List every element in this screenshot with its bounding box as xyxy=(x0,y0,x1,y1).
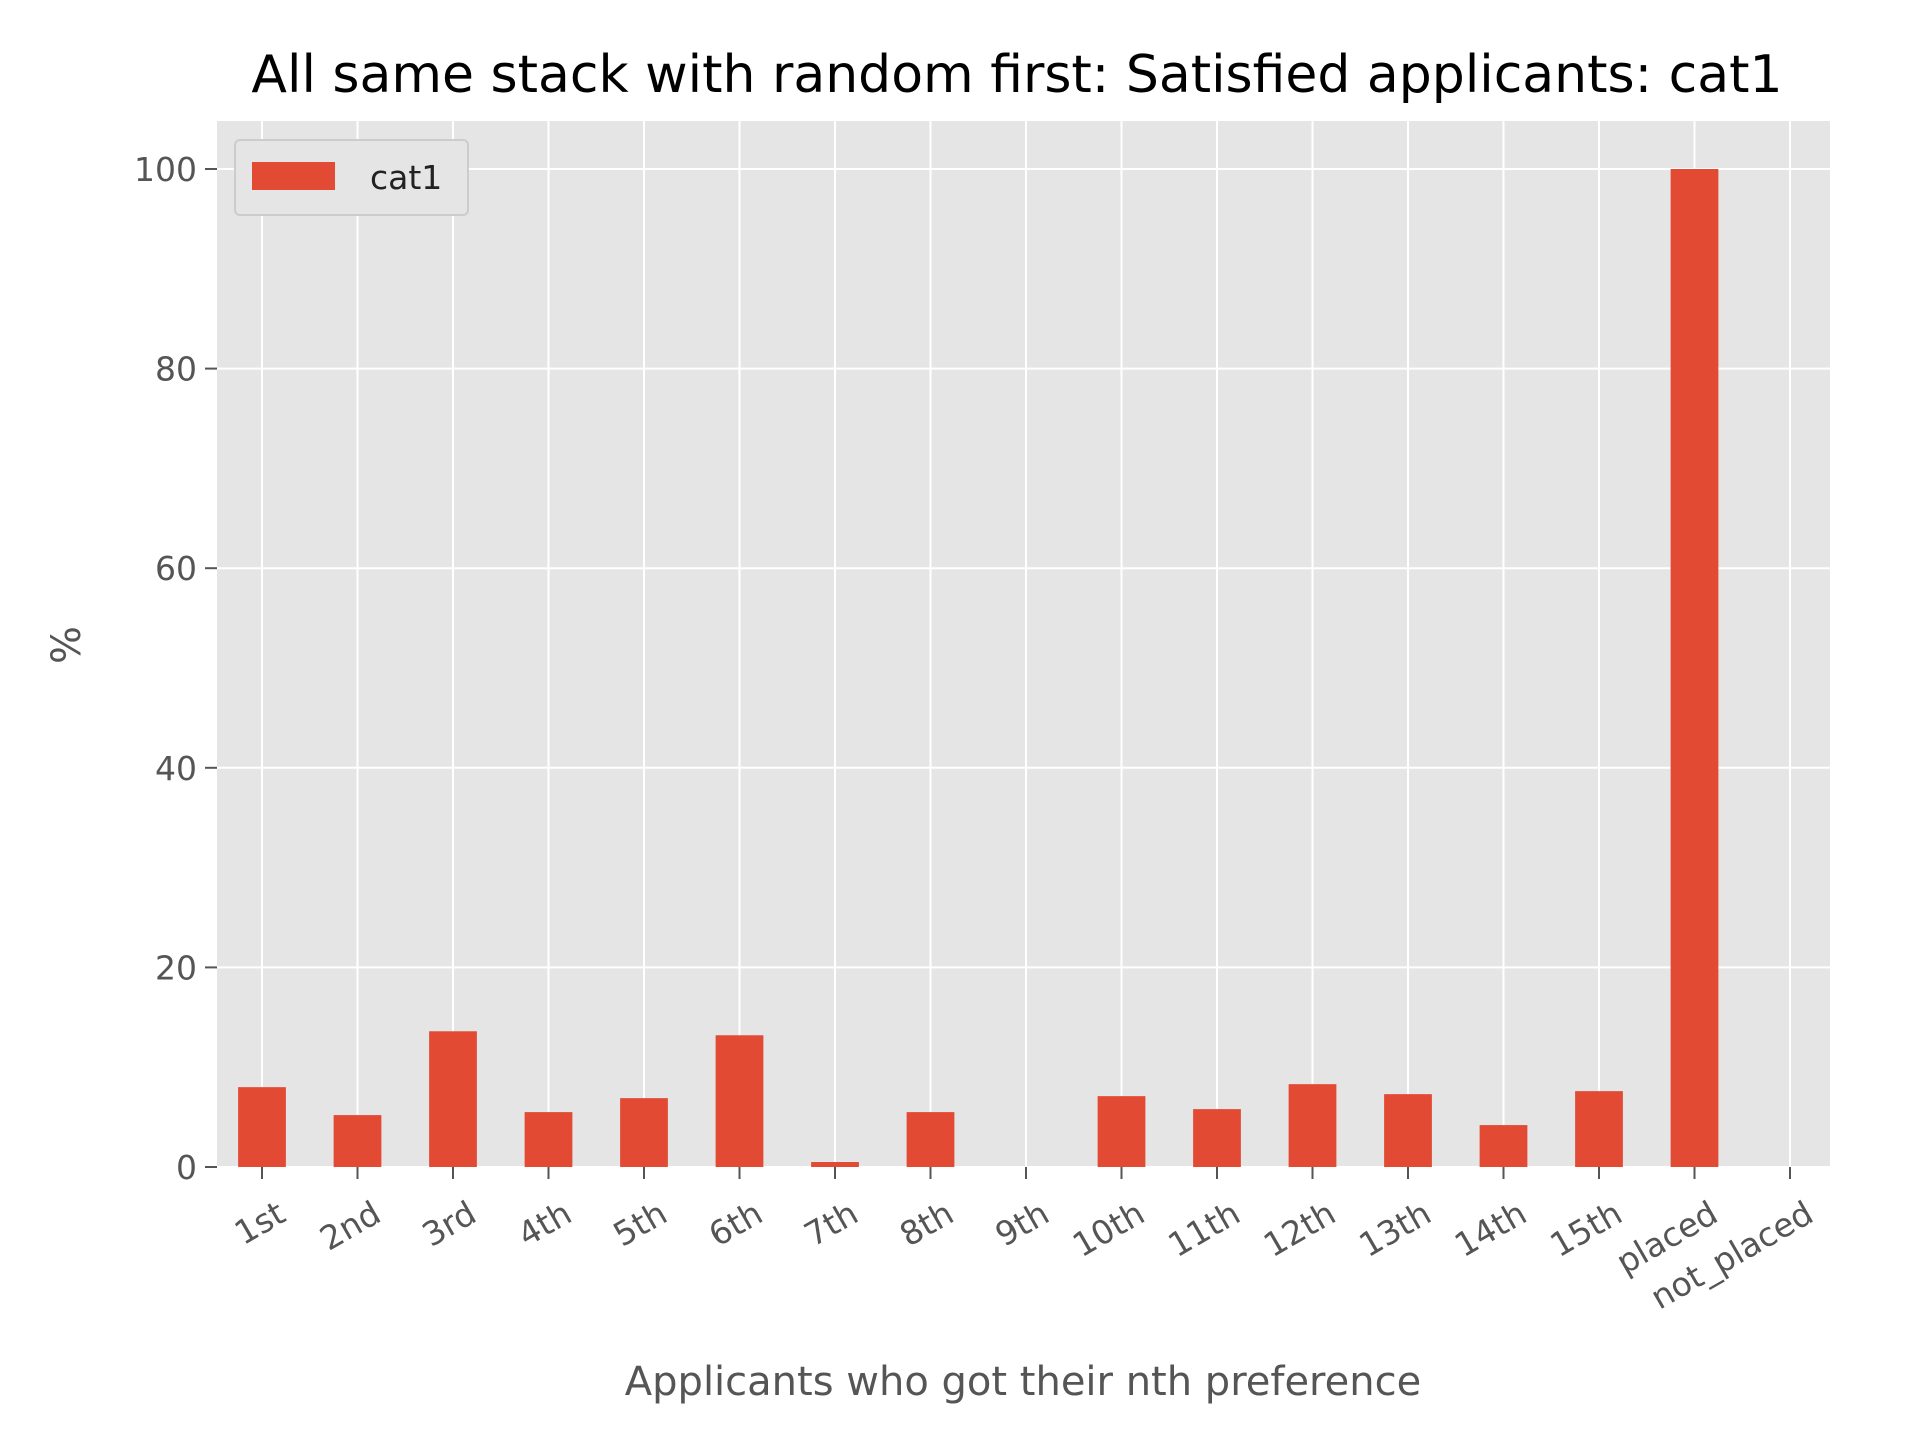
x-tick-label: 10th xyxy=(1066,1193,1151,1265)
bar-placed xyxy=(1670,169,1719,1167)
legend: cat1 xyxy=(234,139,469,216)
x-axis-label: Applicants who got their nth preference xyxy=(625,1359,1421,1405)
x-tick-label: 12th xyxy=(1257,1193,1342,1265)
chart-title: All same stack with random first: Satisf… xyxy=(251,45,1782,105)
y-tick-label: 40 xyxy=(155,749,197,788)
bar-4th xyxy=(524,1112,573,1167)
bar-8th xyxy=(906,1112,955,1167)
x-tick-label: 11th xyxy=(1161,1193,1246,1265)
x-tick-label: 6th xyxy=(702,1193,769,1254)
plot-area xyxy=(217,121,1830,1167)
bar-13th xyxy=(1384,1094,1432,1167)
x-tick-label: 14th xyxy=(1448,1193,1533,1265)
bar-3rd xyxy=(429,1031,477,1167)
y-tick-label: 100 xyxy=(134,150,197,189)
y-tick-label: 80 xyxy=(155,350,197,389)
x-tick-label: 7th xyxy=(798,1193,865,1254)
x-tick-label: 4th xyxy=(511,1193,578,1254)
x-tick-label: 13th xyxy=(1352,1193,1437,1265)
legend-label: cat1 xyxy=(370,158,442,197)
bars xyxy=(238,169,1719,1167)
x-tick-label: 5th xyxy=(607,1193,674,1254)
x-axis: 1st 2nd 3rd 4th 5th 6th 7th 8th 9th 10th 11th 12th 1… xyxy=(228,1167,1820,1317)
x-tick-label: 2nd xyxy=(313,1193,387,1258)
legend-swatch xyxy=(252,162,335,190)
bar-5th xyxy=(620,1098,668,1167)
bar-14th xyxy=(1479,1125,1528,1167)
y-tick-label: 60 xyxy=(155,549,197,588)
y-tick-label: 20 xyxy=(155,948,197,987)
legend-box xyxy=(234,139,469,216)
y-axis-label: % xyxy=(44,626,90,664)
bar-6th xyxy=(715,1035,764,1167)
y-axis: 0 20 40 60 80 100 xyxy=(134,150,217,1187)
x-tick-label: 1st xyxy=(228,1193,292,1252)
bar-11th xyxy=(1193,1109,1241,1167)
bar-15th xyxy=(1575,1091,1623,1167)
y-tick-label: 0 xyxy=(176,1148,197,1187)
bar-7th xyxy=(811,1162,859,1167)
bar-12th xyxy=(1288,1084,1337,1167)
bar-2nd xyxy=(333,1115,382,1167)
x-tick-label: 3rd xyxy=(415,1193,482,1254)
bar-1st xyxy=(238,1087,286,1167)
x-tick-label: 9th xyxy=(989,1193,1056,1254)
x-tick-label: 8th xyxy=(893,1193,960,1254)
bar-10th xyxy=(1097,1096,1146,1167)
